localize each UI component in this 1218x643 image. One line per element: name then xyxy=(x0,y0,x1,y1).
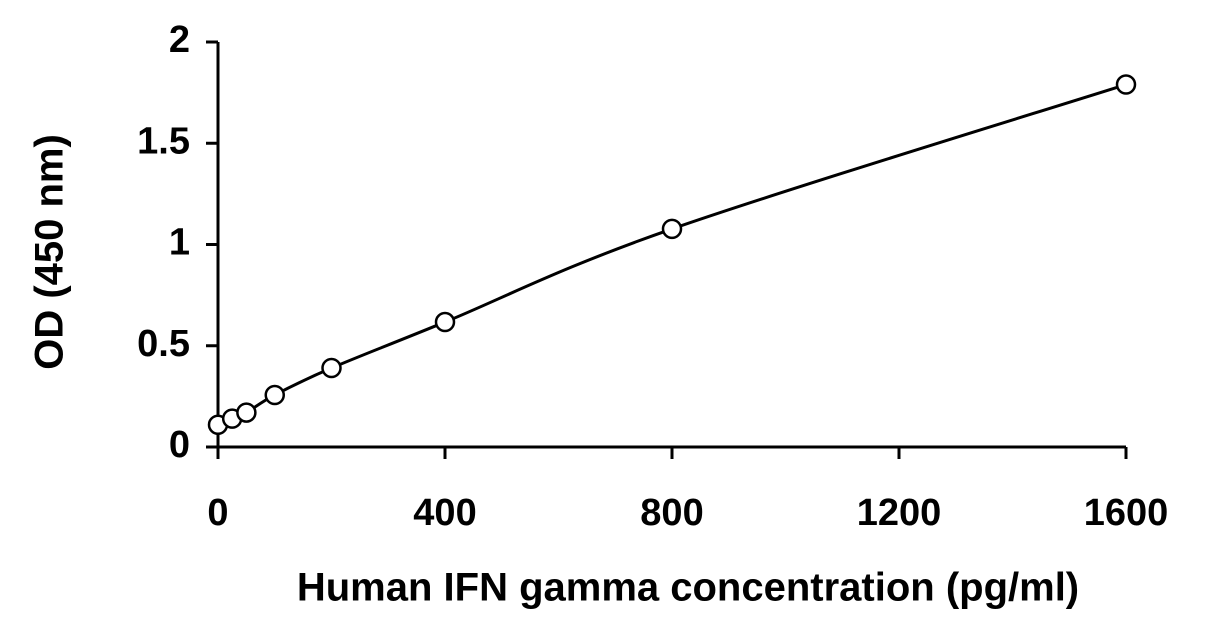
y-tick-label: 1 xyxy=(169,222,190,264)
data-point xyxy=(661,218,683,240)
x-tick-label: 800 xyxy=(640,492,703,534)
y-axis-title: OD (450 nm) xyxy=(28,134,72,370)
data-point xyxy=(1115,74,1137,95)
x-tick-label: 1200 xyxy=(857,492,942,534)
x-tick-label: 400 xyxy=(413,492,476,534)
fit-line xyxy=(217,83,1127,427)
x-tick-label: 1600 xyxy=(1084,492,1169,534)
data-point xyxy=(321,357,342,379)
y-tick-label: 2 xyxy=(169,19,190,61)
data-point xyxy=(264,384,285,406)
y-tick-label: 1.5 xyxy=(137,120,190,162)
y-tick-label: 0 xyxy=(169,424,190,466)
x-axis-title: Human IFN gamma concentration (pg/ml) xyxy=(297,566,1079,610)
data-point xyxy=(434,311,456,333)
y-tick-label: 0.5 xyxy=(137,323,190,365)
x-tick-label: 0 xyxy=(207,492,228,534)
data-point xyxy=(236,402,257,423)
